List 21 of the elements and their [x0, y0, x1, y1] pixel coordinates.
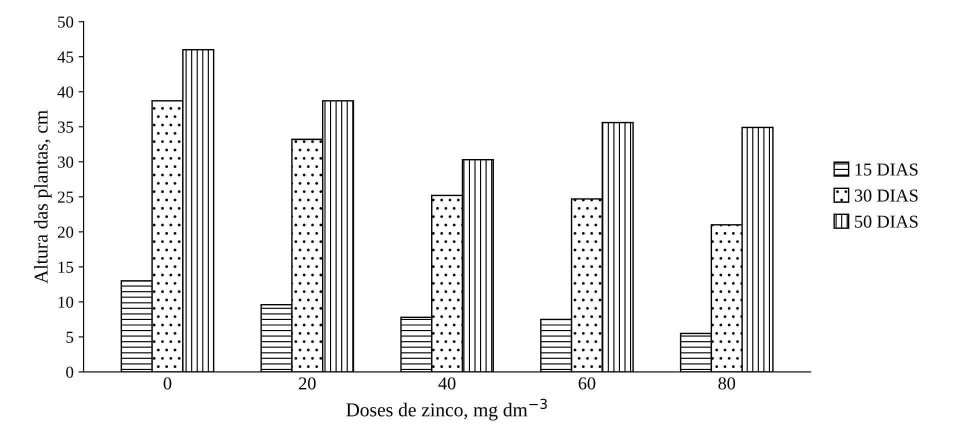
y-tick-label: 15 — [58, 262, 74, 273]
y-tick-label: 25 — [58, 192, 74, 203]
x-tick-label: 80 — [718, 377, 736, 390]
x-axis-title: Doses de zinco, mg dm$^{−3}$ — [346, 398, 547, 420]
legend-label: 50 DIAS — [855, 216, 918, 228]
x-tick-label: 40 — [438, 377, 456, 390]
x-tick-label: 20 — [299, 377, 316, 390]
y-tick-label: 45 — [58, 52, 74, 63]
legend-label: 30 DIAS — [854, 189, 918, 202]
y-tick-label: 5 — [66, 332, 74, 343]
y-tick-label: 50 — [58, 16, 74, 28]
y-tick-label: 35 — [58, 122, 74, 133]
legend-label: 15 DIAS — [856, 163, 918, 176]
y-tick-label: 10 — [58, 296, 74, 308]
y-tick-label: 0 — [66, 366, 74, 378]
y-tick-label: 40 — [58, 86, 74, 98]
x-tick-label: 0 — [164, 377, 172, 390]
y-tick-label: 30 — [58, 156, 74, 168]
y-tick-label: 20 — [58, 226, 74, 238]
y-axis-title: Altura das plantas, cm — [34, 110, 52, 284]
x-tick-label: 60 — [578, 377, 596, 390]
